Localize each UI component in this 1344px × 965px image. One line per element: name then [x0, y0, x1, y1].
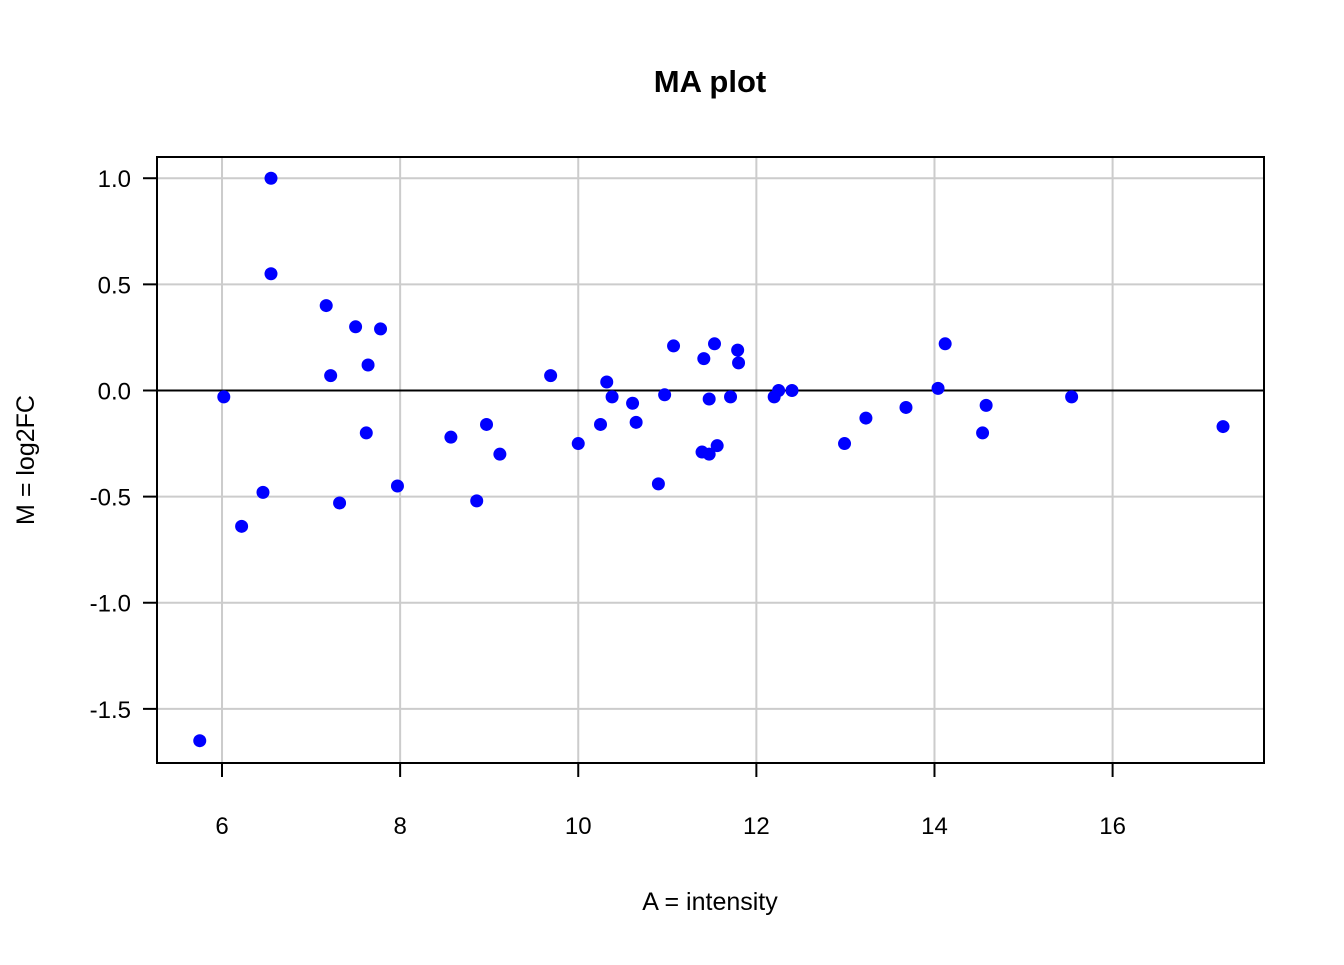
data-point: [544, 369, 558, 383]
data-point: [702, 392, 716, 406]
y-tick-label: -1.5: [90, 697, 131, 724]
data-point: [976, 426, 990, 440]
data-point: [319, 299, 333, 313]
x-axis-label: A = intensity: [642, 888, 778, 916]
y-tick-label: -0.5: [90, 485, 131, 512]
data-point: [1216, 420, 1230, 434]
data-point: [349, 320, 363, 334]
data-point: [785, 383, 799, 397]
data-point: [359, 426, 373, 440]
data-point: [708, 337, 722, 351]
data-point: [697, 352, 711, 366]
data-points: [193, 171, 1230, 748]
data-point: [899, 400, 913, 414]
data-point: [600, 375, 614, 389]
data-point: [361, 358, 375, 372]
data-point: [710, 439, 724, 453]
data-point: [256, 485, 270, 499]
data-point: [235, 519, 249, 533]
data-point: [480, 417, 494, 431]
data-point: [594, 417, 608, 431]
data-point: [470, 494, 484, 508]
data-point: [931, 381, 945, 395]
data-point: [702, 447, 716, 461]
data-point: [626, 396, 640, 410]
x-tick-label: 14: [921, 813, 948, 840]
data-point: [658, 388, 672, 402]
data-point: [938, 337, 952, 351]
data-point: [731, 343, 745, 357]
y-tick-label: 0.0: [98, 378, 131, 405]
data-point: [859, 411, 873, 425]
data-point: [264, 267, 278, 281]
y-tick-label: 0.5: [98, 272, 131, 299]
data-point: [390, 479, 404, 493]
data-point: [605, 390, 619, 404]
data-point: [264, 171, 278, 185]
chart-title: MA plot: [654, 64, 766, 99]
data-point: [193, 734, 207, 748]
data-point: [724, 390, 738, 404]
data-point: [324, 369, 338, 383]
x-axis: 6 8 10 12 14 16: [215, 763, 1126, 840]
x-tick-label: 12: [743, 813, 770, 840]
data-point: [651, 477, 665, 491]
y-tick-label: 1.0: [98, 166, 131, 193]
data-point: [772, 383, 786, 397]
data-point: [217, 390, 231, 404]
x-tick-label: 16: [1099, 813, 1126, 840]
data-point: [979, 398, 993, 412]
x-tick-label: 10: [565, 813, 592, 840]
data-point: [1065, 390, 1079, 404]
x-tick-label: 6: [215, 813, 228, 840]
data-point: [571, 437, 585, 451]
y-tick-label: -1.0: [90, 591, 131, 618]
data-point: [667, 339, 681, 353]
data-point: [838, 437, 852, 451]
data-point: [374, 322, 388, 336]
plot-frame: [156, 156, 1265, 764]
data-point: [333, 496, 347, 510]
data-point: [444, 430, 458, 444]
y-axis-label: M = log2FC: [12, 395, 40, 525]
data-point: [493, 447, 507, 461]
data-point: [629, 415, 643, 429]
y-axis: 1.0 0.5 0.0 -0.5 -1.0 -1.5: [90, 166, 157, 724]
x-tick-label: 8: [393, 813, 406, 840]
data-point: [732, 356, 746, 370]
